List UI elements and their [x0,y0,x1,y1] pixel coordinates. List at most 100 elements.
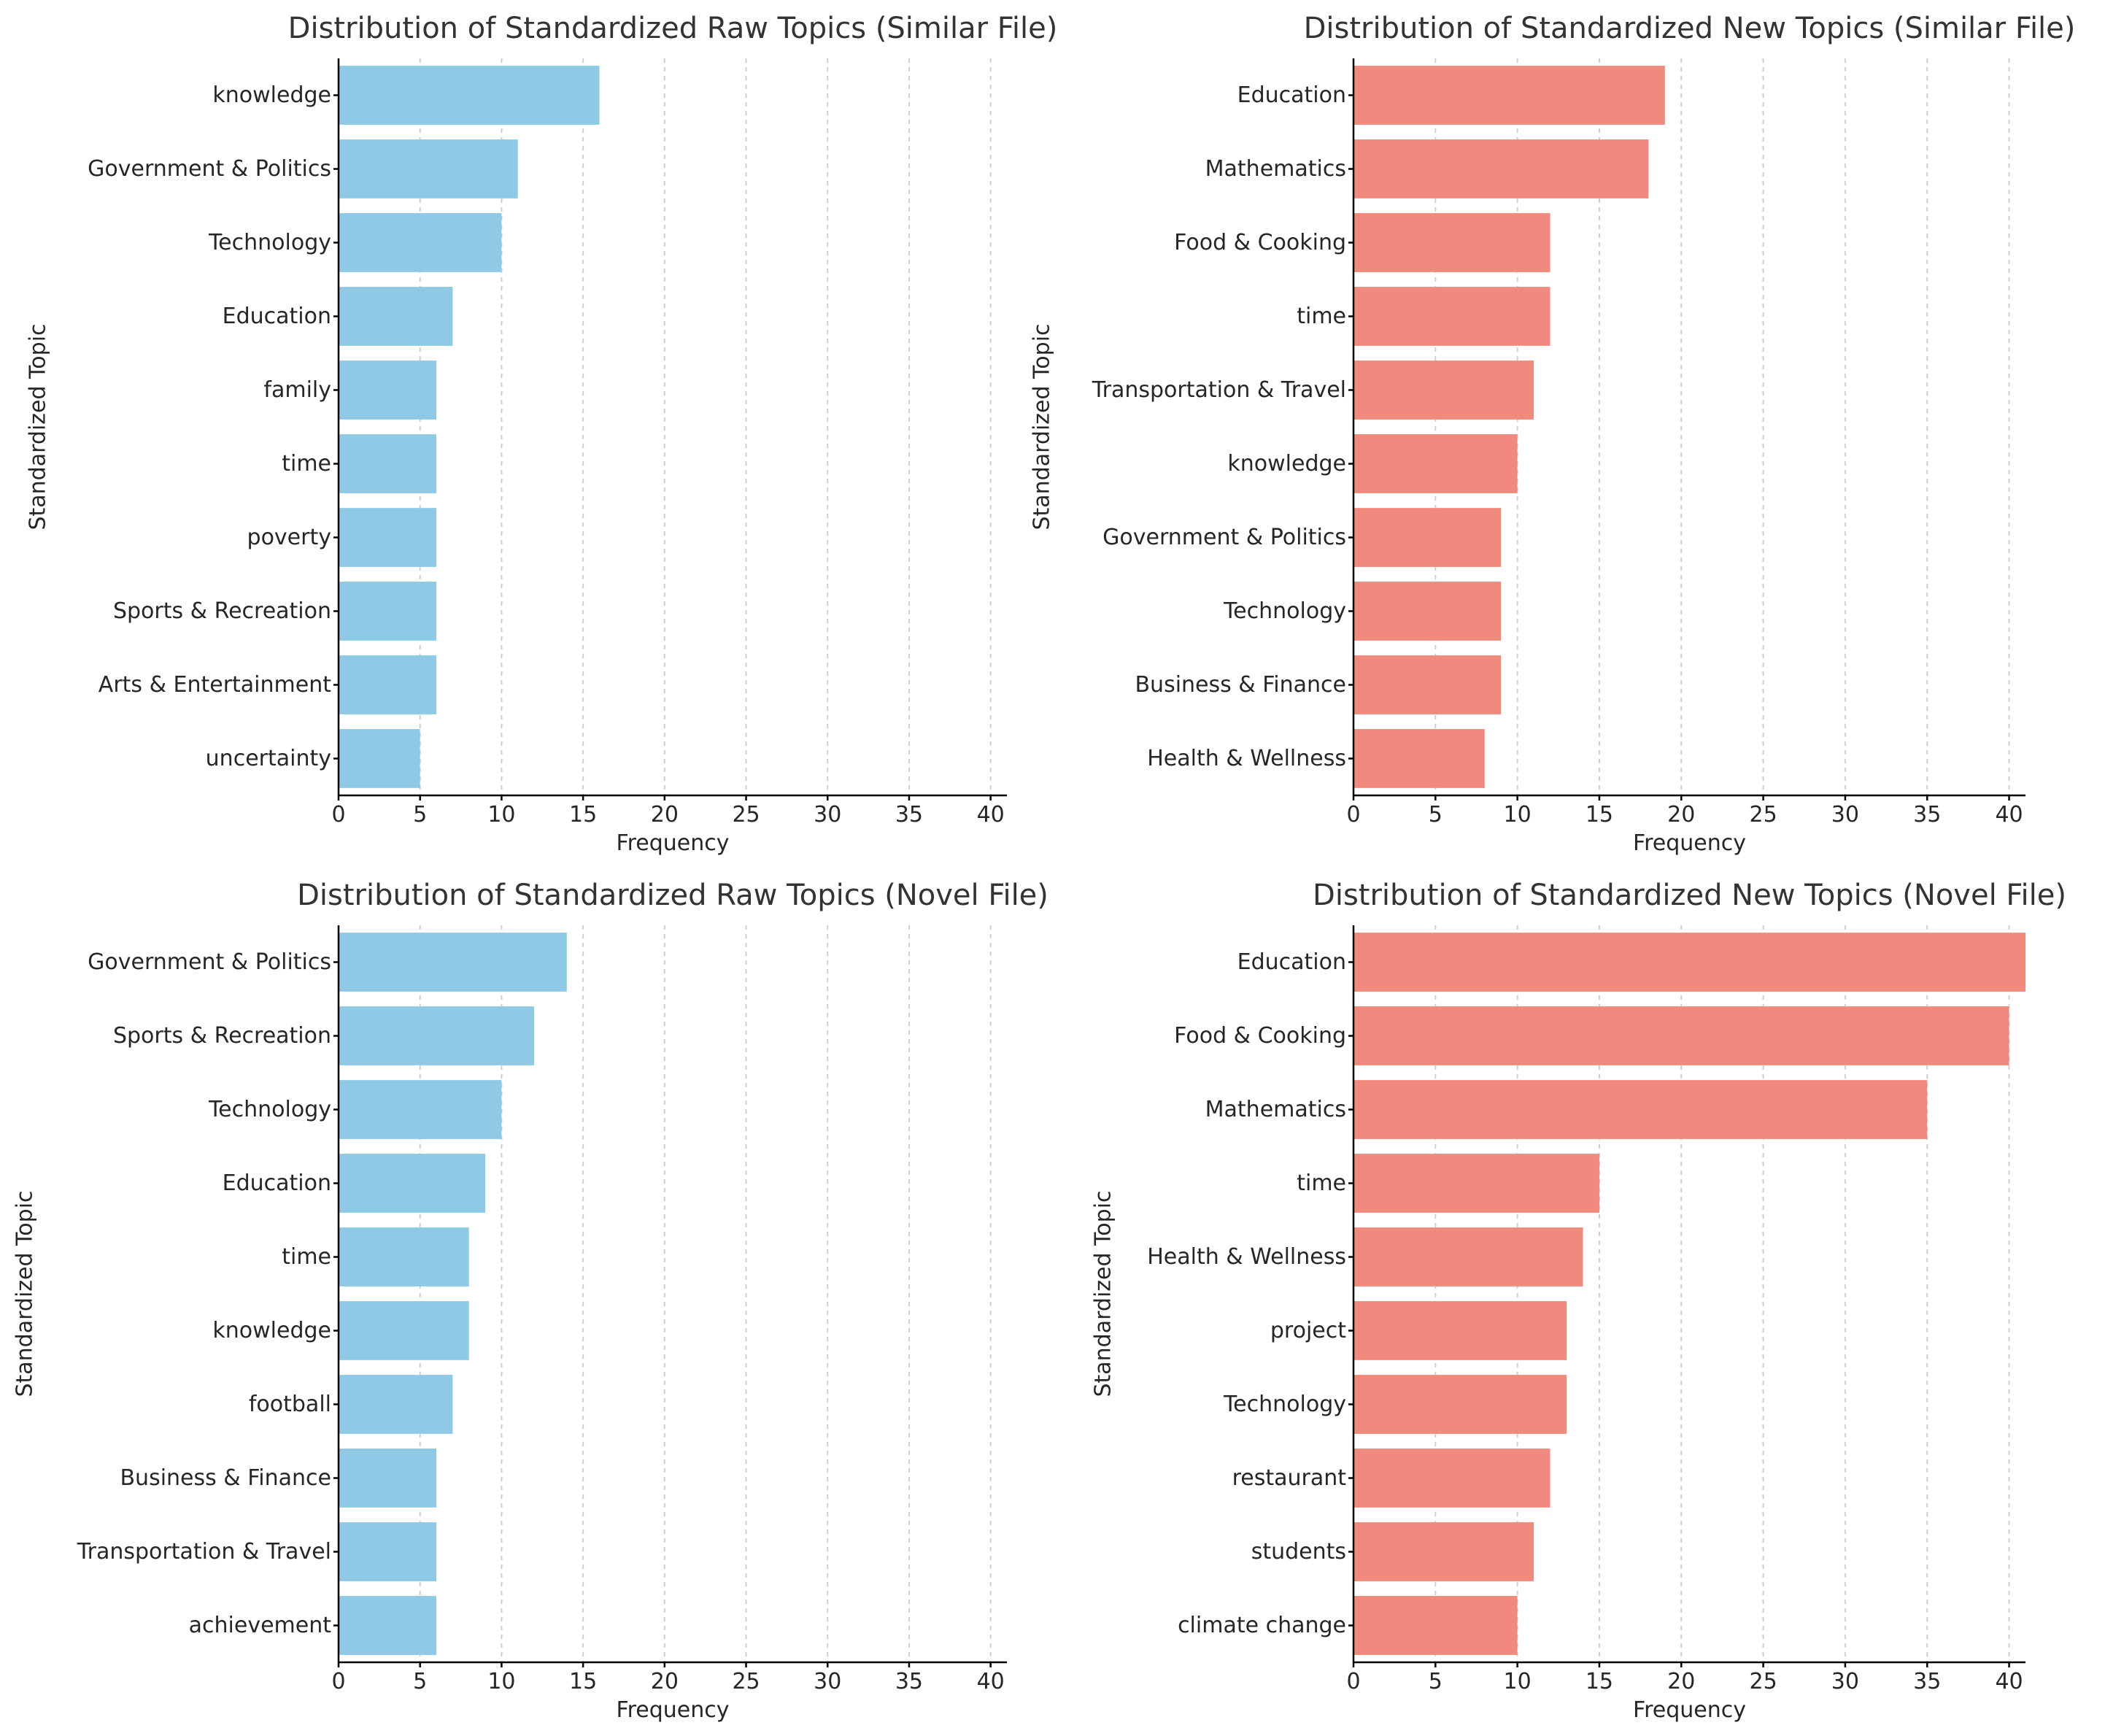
x-axis-label: Frequency [617,1697,730,1723]
x-tick-label: 25 [1749,1669,1777,1694]
bar [1353,729,1485,788]
x-tick-label: 10 [487,1669,515,1694]
category-label: knowledge [1227,451,1346,477]
category-label: students [1251,1539,1346,1565]
bar [1353,287,1550,346]
x-tick-label: 20 [1667,1669,1695,1694]
x-axis-label: Frequency [617,830,730,856]
x-tick-label: 40 [977,1669,1005,1694]
chart-panel-2: Education Mathematics Food & Cooking time Tr… [1030,12,2076,856]
category-label: Business & Finance [120,1465,331,1491]
bar [339,729,420,788]
bar [339,1522,437,1581]
bar [1353,655,1502,714]
x-tick-label: 35 [895,802,923,828]
category-label: football [249,1392,331,1417]
x-tick-label: 35 [1913,802,1941,828]
category-label: knowledge [212,82,331,108]
category-label: Health & Wellness [1147,1244,1346,1270]
category-label: achievement [189,1613,332,1638]
y-axis-label: Standardized Topic [12,1190,38,1397]
x-tick-label: 30 [1831,802,1859,828]
category-label: Education [1237,949,1346,975]
y-axis-label: Standardized Topic [26,323,51,530]
x-tick-label: 25 [732,1669,760,1694]
x-tick-label: 5 [413,802,427,828]
chart-title: Distribution of Standardized New Topics … [1313,879,2066,912]
chart-title: Distribution of Standardized Raw Topics … [288,12,1058,45]
bar [1353,1301,1567,1360]
bar [339,1154,486,1213]
category-label: Business & Finance [1135,672,1346,698]
x-tick-label: 15 [1586,1669,1613,1694]
bar [339,1375,453,1434]
x-tick-label: 20 [651,802,679,828]
category-label: Technology [1223,1392,1346,1417]
chart-panel-4: Education Food & Cooking Mathematics time He… [1091,879,2066,1723]
bar [339,1080,502,1139]
x-tick-label: 30 [1831,1669,1859,1694]
x-tick-label: 20 [651,1669,679,1694]
x-tick-label: 0 [331,802,345,828]
category-label: Transportation & Travel [1092,377,1346,403]
bar [339,213,502,272]
bar [339,1227,469,1286]
x-tick-label: 40 [977,802,1005,828]
category-label: Food & Cooking [1174,1023,1346,1049]
category-label: family [263,377,331,403]
y-axis-label: Standardized Topic [1030,323,1055,530]
category-label: Transportation & Travel [77,1539,331,1565]
x-axis-label: Frequency [1633,830,1746,856]
x-tick-label: 35 [1913,1669,1941,1694]
x-tick-label: 40 [1995,802,2023,828]
category-label: Government & Politics [1102,525,1346,550]
category-label: uncertainty [206,746,331,771]
x-tick-label: 40 [1995,1669,2023,1694]
bar [339,360,437,420]
bar [1353,360,1534,420]
x-tick-label: 5 [1429,802,1443,828]
bar [1353,1596,1518,1655]
bar [339,1448,437,1508]
bar [339,66,600,125]
category-label: Education [223,1170,331,1196]
bar [339,1596,437,1655]
x-axis-label: Frequency [1633,1697,1746,1723]
bar [1353,1227,1583,1286]
category-label: Technology [208,230,331,255]
bar [1353,434,1518,493]
category-label: time [1297,304,1346,329]
bar [339,582,437,641]
bar [1353,1006,2009,1065]
x-tick-label: 15 [1586,802,1613,828]
category-label: Food & Cooking [1174,230,1346,255]
category-label: time [1297,1170,1346,1196]
category-label: Technology [208,1097,331,1122]
category-label: Health & Wellness [1147,746,1346,771]
category-label: Mathematics [1205,156,1346,182]
x-tick-label: 15 [569,1669,597,1694]
y-axis-label: Standardized Topic [1091,1190,1116,1397]
bar [339,139,518,198]
x-tick-label: 10 [1504,802,1532,828]
category-label: knowledge [212,1318,331,1343]
bar [1353,213,1550,272]
category-label: poverty [247,525,331,550]
x-tick-label: 25 [732,802,760,828]
bar [339,434,437,493]
bar [339,508,437,567]
x-tick-label: 10 [487,802,515,828]
bar [1353,139,1649,198]
x-tick-label: 5 [413,1669,427,1694]
bar [1353,1375,1567,1434]
category-label: Education [1237,82,1346,108]
category-label: time [282,1244,331,1270]
chart-panel-3: Government & Politics Sports & Recreation… [12,879,1049,1723]
bar [1353,1154,1599,1213]
bar [1353,508,1502,567]
category-label: Sports & Recreation [113,1023,331,1049]
x-tick-label: 10 [1504,1669,1532,1694]
x-tick-label: 0 [1346,1669,1360,1694]
bar [1353,933,2025,992]
